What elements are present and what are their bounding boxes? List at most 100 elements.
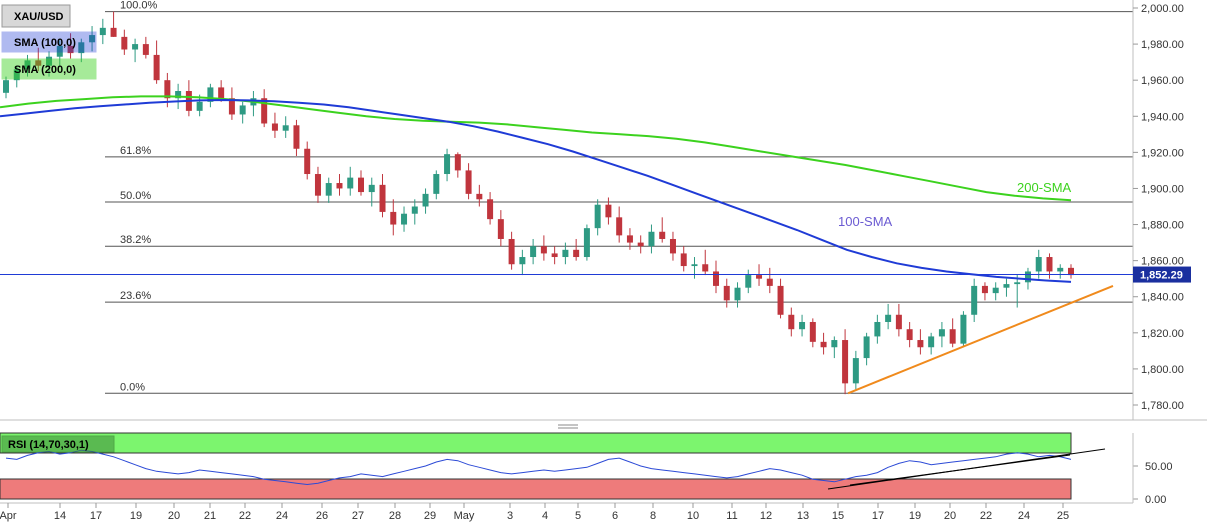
candle-body [648,231,655,247]
sma200-legend-box[interactable] [1,58,97,80]
candle-body [336,183,343,189]
rsi-axis-tick-label: 50.00 [1145,461,1173,473]
last-price-label: 1,852.29 [1140,270,1183,282]
candle-body [508,238,515,265]
sma100-line [0,98,1072,283]
candle-body [314,174,321,196]
candle-body [401,213,408,225]
time-axis-tick-label: 11 [726,510,737,522]
candle-body [917,340,924,348]
candle-body [433,174,440,194]
time-axis-tick-label: 29 [424,510,436,522]
candle-body [67,45,74,54]
time-axis-tick-label: 8 [650,510,656,522]
time-axis-tick-label: 3 [507,510,513,522]
candle-body [637,242,644,247]
candle-body [519,257,526,265]
candle-body [863,336,870,359]
time-axis-tick-label: 5 [575,510,581,522]
candle-body [422,193,429,207]
candle-body [766,278,773,286]
time-axis-tick-label: 4 [542,510,548,522]
rsi-legend-label: RSI (14,70,30,1) [8,439,89,451]
trend-lines [847,284,1114,395]
candle-body [465,170,472,194]
price-axis-tick-label: 1,880.00 [1141,220,1184,232]
candle-body [1024,271,1031,283]
candle-body [992,287,999,294]
candle-body [583,228,590,258]
candle-body [304,148,311,175]
price-axis-tick-label: 1,980.00 [1141,39,1184,51]
rsi-axis-tick-label: 0.00 [1145,494,1166,506]
candle-body [1014,282,1021,285]
last-price-badge [1133,266,1191,283]
candle-body [551,253,558,258]
time-axis-tick-label: 12 [760,510,772,522]
candle-body [347,177,354,189]
candle-body [820,341,827,348]
candle-body [713,271,719,286]
candle-body [207,87,214,102]
price-axis-tick-label: 2,000.00 [1141,3,1184,15]
time-axis-tick-label: 24 [276,510,288,522]
candle-body [573,249,580,258]
fibonacci-levels: 100.0% 61.8% 50.0% 38.2% 23.6% 0.0% [105,0,1133,394]
candle-body [659,231,666,239]
sma100-legend-label: SMA (100,0) [14,37,76,49]
candle-body [78,42,85,54]
candle-body [368,184,375,193]
time-axis-tick-label: 10 [687,510,699,522]
candle-body [13,69,20,81]
candle-body [1035,257,1042,272]
candle-body [487,199,494,220]
price-axis-tick-label: 1,780.00 [1141,400,1184,412]
time-axis[interactable]: Apr 14 17 19 20 21 22 24 26 27 28 29 May 3 4 5 6 8 10 11 12 1… [0,503,1069,522]
candle-body [680,253,687,267]
candle-body [842,340,849,384]
time-axis-tick-label: 21 [204,510,216,522]
candle-body [1046,257,1053,272]
symbol-label: XAU/USD [14,11,64,23]
rsi-line [5,449,1072,486]
fib-label: 23.6% [120,290,151,302]
candle-body [895,314,902,330]
candle-body [132,44,139,50]
rsi-legend-box[interactable] [1,435,115,453]
time-axis-tick-label: 25 [1057,510,1069,522]
price-axis[interactable]: 2,000.00 1,980.00 1,960.00 1,940.00 1,920.00… [1133,3,1184,412]
rsi-axis: 50.00 0.00 [1132,433,1173,506]
price-axis-tick-label: 1,860.00 [1141,256,1184,268]
candle-body [110,27,117,37]
candle-body [691,264,698,267]
price-axis-tick-label: 1,820.00 [1141,328,1184,340]
candle-body [756,275,763,279]
candle-body [852,358,859,384]
candle-body [271,123,278,131]
candle-body [293,125,300,149]
price-axis-tick-label: 1,960.00 [1141,75,1184,87]
price-axis-tick-label: 1,940.00 [1141,111,1184,123]
time-axis-tick-label: 20 [944,510,956,522]
sma100-legend-box[interactable] [1,31,97,53]
symbol-box[interactable] [1,4,71,28]
candle-body [981,285,988,294]
candle-body [1003,284,1010,288]
time-axis-tick-label: 19 [909,510,921,522]
candle-body [3,80,9,93]
panel-resize-handle[interactable] [558,424,578,429]
candle-body [626,235,633,243]
fib-label: 38.2% [120,234,151,246]
price-axis-tick-label: 1,840.00 [1141,292,1184,304]
legend[interactable]: XAU/USD SMA (100,0) SMA (200,0) [1,4,97,80]
candle-body [928,336,935,348]
candle-body [142,44,149,55]
candle-body [1057,267,1064,272]
candle-body [454,154,461,171]
fib-label: 100.0% [120,0,158,12]
support-trend-line [847,284,1114,395]
candle-body [196,101,203,111]
time-axis-tick-label: 27 [352,510,364,522]
fib-label: 61.8% [120,145,151,157]
